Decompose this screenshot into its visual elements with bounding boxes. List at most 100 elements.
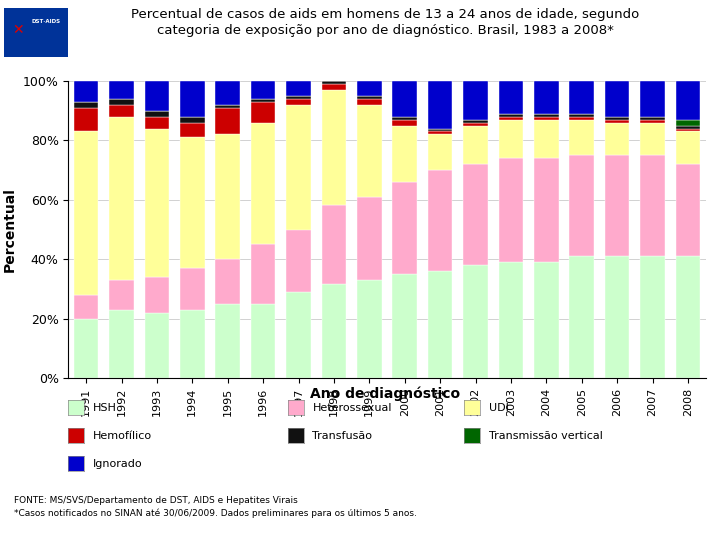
Bar <box>73 81 99 102</box>
Bar <box>570 117 594 119</box>
Bar <box>534 113 559 117</box>
Bar <box>180 81 204 117</box>
Bar <box>534 158 559 262</box>
Bar <box>322 205 346 284</box>
Bar <box>73 319 99 378</box>
Bar <box>428 131 452 134</box>
Bar <box>357 105 382 197</box>
Bar <box>286 81 311 96</box>
Bar <box>534 81 559 113</box>
Bar <box>286 292 311 378</box>
Bar <box>428 81 452 129</box>
Text: ✕: ✕ <box>12 23 24 37</box>
Bar <box>605 155 629 256</box>
Bar <box>534 117 559 119</box>
Bar <box>640 155 665 256</box>
Bar <box>498 113 523 117</box>
Bar <box>640 81 665 117</box>
Bar <box>675 256 701 378</box>
Bar <box>570 81 594 113</box>
Bar <box>357 197 382 280</box>
Bar <box>145 111 169 117</box>
Bar <box>498 119 523 158</box>
Bar <box>145 81 169 111</box>
Bar <box>640 119 665 123</box>
Bar <box>109 280 134 309</box>
Bar <box>73 131 99 295</box>
Bar <box>428 129 452 131</box>
Text: categoria de exposição por ano de diagnóstico. Brasil, 1983 a 2008*: categoria de exposição por ano de diagnó… <box>157 24 613 37</box>
Bar <box>428 134 452 170</box>
Bar <box>463 164 488 265</box>
Text: Hemofílico: Hemofílico <box>93 431 152 441</box>
Bar <box>322 90 346 205</box>
Bar <box>73 295 99 319</box>
Bar <box>145 129 169 277</box>
Bar <box>640 117 665 119</box>
Bar <box>392 182 417 274</box>
Bar <box>675 119 701 125</box>
Bar <box>286 96 311 99</box>
Bar <box>180 268 204 309</box>
Text: HSH: HSH <box>93 403 117 413</box>
Bar <box>251 81 276 99</box>
Bar <box>392 117 417 119</box>
Bar <box>675 129 701 131</box>
Bar <box>73 102 99 107</box>
Bar <box>675 81 701 119</box>
Bar <box>498 81 523 113</box>
Bar <box>215 134 240 259</box>
Bar <box>109 309 134 378</box>
Text: Heterossexual: Heterossexual <box>312 403 392 413</box>
Bar <box>215 259 240 303</box>
Text: Transmissão vertical: Transmissão vertical <box>489 431 603 441</box>
Bar <box>428 170 452 271</box>
Bar <box>73 107 99 131</box>
Bar <box>180 309 204 378</box>
Bar <box>534 262 559 378</box>
Bar <box>534 119 559 158</box>
Bar <box>145 117 169 129</box>
Bar <box>251 102 276 123</box>
Bar <box>605 81 629 117</box>
Bar <box>640 256 665 378</box>
Bar <box>605 123 629 155</box>
Bar <box>463 81 488 119</box>
Text: Ano de diagnóstico: Ano de diagnóstico <box>310 386 460 401</box>
Bar <box>109 105 134 117</box>
Bar <box>605 117 629 119</box>
Bar <box>286 105 311 230</box>
Bar <box>215 107 240 134</box>
Bar <box>675 131 701 164</box>
Bar <box>392 125 417 182</box>
Bar <box>605 119 629 123</box>
Bar <box>109 99 134 105</box>
Bar <box>498 262 523 378</box>
Bar <box>357 99 382 105</box>
Text: FONTE: MS/SVS/Departamento de DST, AIDS e Hepatites Virais: FONTE: MS/SVS/Departamento de DST, AIDS … <box>14 496 298 505</box>
Bar <box>570 113 594 117</box>
Bar <box>605 256 629 378</box>
Text: Ignorado: Ignorado <box>93 459 143 469</box>
Bar <box>675 164 701 256</box>
Bar <box>215 105 240 107</box>
Y-axis label: Percentual: Percentual <box>4 187 17 272</box>
Bar <box>357 280 382 378</box>
Bar <box>251 123 276 244</box>
Text: *Casos notificados no SINAN até 30/06/2009. Dados preliminares para os últimos 5: *Casos notificados no SINAN até 30/06/20… <box>14 509 418 518</box>
Text: UDI: UDI <box>489 403 509 413</box>
Bar <box>109 81 134 99</box>
Bar <box>145 277 169 313</box>
Bar <box>180 123 204 137</box>
Bar <box>215 303 240 378</box>
Bar <box>498 117 523 119</box>
Bar <box>251 244 276 303</box>
Bar <box>463 125 488 164</box>
Text: Transfusão: Transfusão <box>312 431 372 441</box>
Bar <box>428 271 452 378</box>
Bar <box>357 81 382 96</box>
Bar <box>286 230 311 292</box>
Bar <box>392 119 417 125</box>
Bar <box>570 256 594 378</box>
Bar <box>322 81 346 84</box>
